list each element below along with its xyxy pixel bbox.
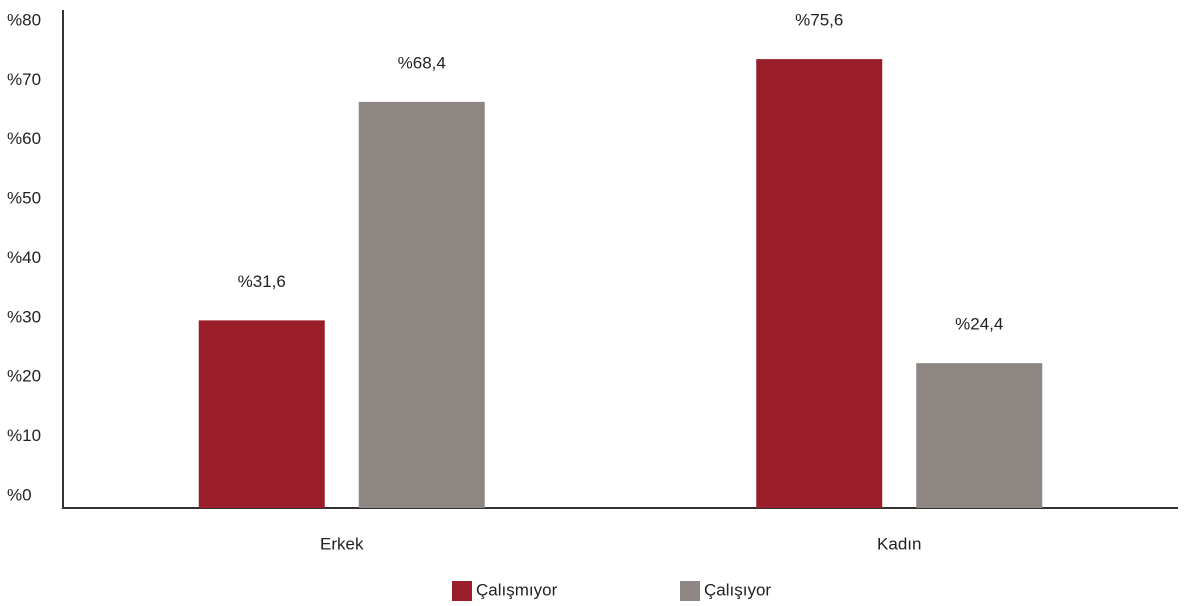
bar	[756, 59, 883, 508]
bar	[916, 363, 1043, 508]
data-label: %31,6	[238, 272, 286, 291]
y-tick-label: %80	[7, 10, 41, 29]
y-tick-label: %40	[7, 248, 41, 267]
y-tick-label: %10	[7, 426, 41, 445]
data-label: %68,4	[398, 53, 446, 72]
y-tick-label: %70	[7, 70, 41, 89]
legend-label: Çalışıyor	[704, 580, 771, 599]
data-label: %24,4	[955, 315, 1003, 334]
legend-swatch	[680, 581, 700, 601]
y-tick-label: %0	[7, 485, 32, 504]
x-tick-label: Kadın	[877, 534, 921, 553]
y-tick-label: %60	[7, 129, 41, 148]
y-tick-label: %30	[7, 307, 41, 326]
y-tick-label: %50	[7, 189, 41, 208]
x-tick-label: Erkek	[320, 534, 364, 553]
legend-label: Çalışmıyor	[476, 580, 558, 599]
bar	[358, 101, 485, 508]
y-tick-label: %20	[7, 367, 41, 386]
data-label: %75,6	[795, 11, 843, 30]
bar	[198, 320, 325, 508]
legend-swatch	[452, 581, 472, 601]
